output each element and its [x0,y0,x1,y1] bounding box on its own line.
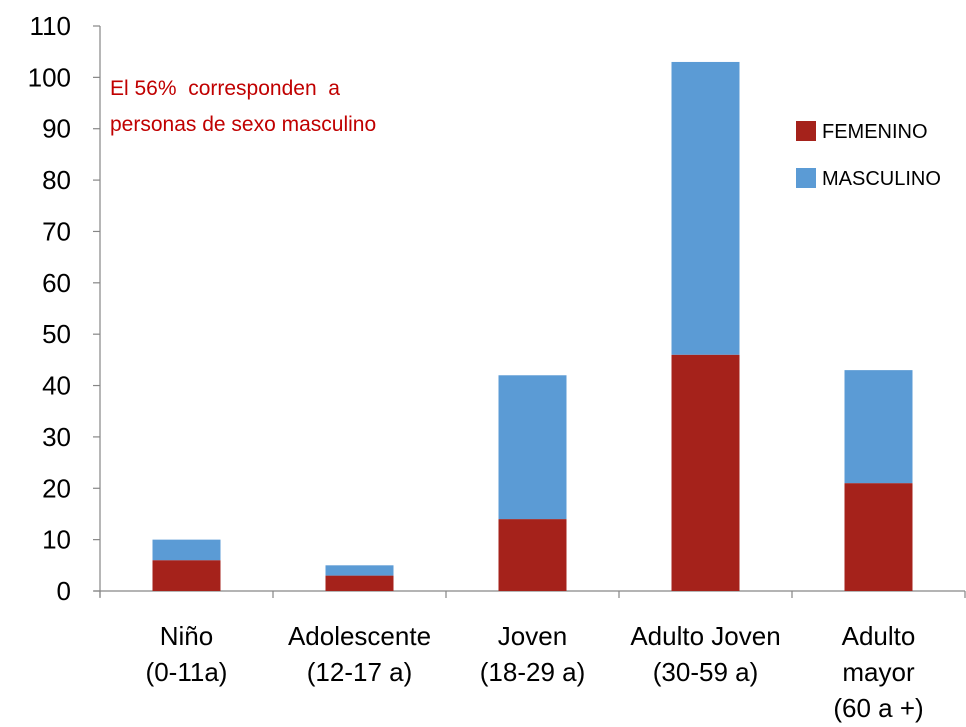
y-tick-label: 0 [57,576,71,606]
y-tick-label: 30 [42,422,71,452]
y-tick-label: 50 [42,319,71,349]
bars [152,61,913,591]
y-tick-label: 70 [42,216,71,246]
y-tick-label: 20 [42,473,71,503]
bar-masculino-0 [152,539,221,561]
x-axis-labels: Niño (0-11a) Adolescente (12-17 a) Joven (18-… [146,621,924,723]
x-category-label: Adolescente (12-17 a) [288,621,431,687]
bar-femenino-3 [671,354,740,591]
bar-masculino-3 [671,61,740,355]
bar-femenino-4 [844,483,913,591]
y-tick-label: 10 [42,525,71,555]
legend-label-masculino: MASCULINO [822,168,941,190]
bar-masculino-4 [844,370,913,484]
x-category-label: Niño (0-11a) [146,621,228,687]
y-tick-label: 80 [42,165,71,195]
legend-swatch-femenino [796,121,816,141]
legend: FEMENINO MASCULINO [796,121,941,190]
bar-femenino-0 [152,560,221,591]
x-category-label: Adulto mayor (60 a +) [833,621,923,723]
bar-masculino-2 [498,375,567,520]
axes: 0 10 20 30 40 50 60 70 80 90 100 110 [28,11,966,606]
x-category-label: Joven (18-29 a) [480,621,586,687]
legend-swatch-masculino [796,168,816,188]
y-tick-label: 100 [28,62,71,92]
y-tick-label: 110 [30,11,71,41]
bar-masculino-1 [325,565,394,576]
x-category-label: Adulto Joven (30-59 a) [630,621,780,687]
y-tick-label: 90 [42,114,71,144]
chart-annotation: El 56% corresponden a personas de sexo ma… [110,77,376,136]
legend-label-femenino: FEMENINO [822,121,928,143]
bar-femenino-2 [498,519,567,591]
y-tick-label: 60 [42,268,71,298]
y-tick-label: 40 [42,371,71,401]
bar-femenino-1 [325,575,394,591]
